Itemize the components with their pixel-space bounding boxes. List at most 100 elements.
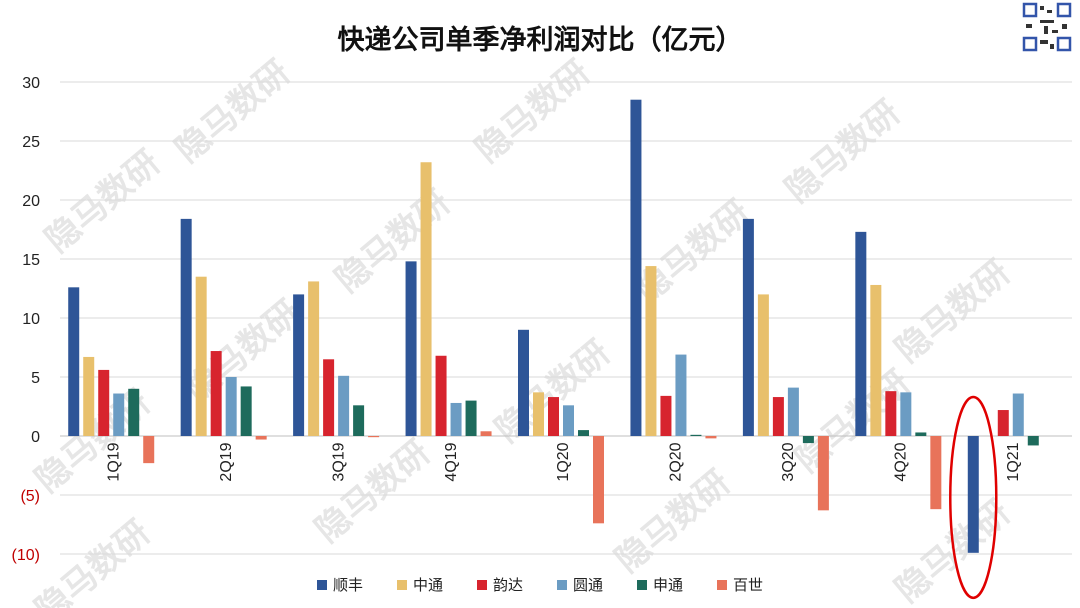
bar-4Q19-圆通 <box>450 402 462 436</box>
bar-2Q19-韵达 <box>210 351 222 436</box>
y-tick-label: (5) <box>20 488 40 505</box>
bar-4Q19-韵达 <box>435 355 447 436</box>
bar-1Q19-韵达 <box>98 369 110 436</box>
bar-1Q19-中通 <box>83 356 95 436</box>
y-tick-label: 10 <box>22 311 40 328</box>
legend-swatch <box>637 579 648 590</box>
bar-2Q19-顺丰 <box>180 218 192 436</box>
bar-2Q20-申通 <box>690 434 702 436</box>
x-tick-label: 1Q19 <box>105 442 122 481</box>
highlight-ellipse <box>949 395 998 600</box>
bar-2Q19-圆通 <box>225 377 237 436</box>
bar-4Q19-申通 <box>465 400 477 436</box>
bar-2Q19-中通 <box>195 276 207 436</box>
y-tick-label: (10) <box>12 547 40 564</box>
bar-3Q19-中通 <box>308 281 320 436</box>
legend-item: 韵达 <box>476 574 523 595</box>
bar-4Q20-申通 <box>915 432 927 436</box>
bar-2Q20-圆通 <box>675 354 687 436</box>
bar-3Q20-百世 <box>817 436 829 511</box>
bar-1Q19-顺丰 <box>68 287 80 436</box>
bar-3Q20-中通 <box>757 294 769 436</box>
y-tick-label: 25 <box>22 134 40 151</box>
watermark-text: 隐马数研 <box>468 53 598 171</box>
bar-4Q20-顺丰 <box>855 231 867 436</box>
x-tick-label: 4Q20 <box>893 442 910 481</box>
bar-2Q20-百世 <box>705 436 717 439</box>
bar-1Q21-韵达 <box>997 410 1009 436</box>
legend-swatch <box>557 579 567 590</box>
x-tick-label: 4Q19 <box>443 442 460 481</box>
bar-2Q19-百世 <box>255 436 267 440</box>
legend-label: 百世 <box>733 576 764 594</box>
bar-4Q20-韵达 <box>885 391 897 436</box>
bar-1Q21-顺丰 <box>967 436 979 553</box>
watermark-text: 隐马数研 <box>888 253 1018 371</box>
bar-4Q19-顺丰 <box>405 261 417 436</box>
legend-label: 申通 <box>653 576 684 594</box>
bar-1Q19-百世 <box>143 436 155 464</box>
chart-title: 快递公司单季净利润对比（亿元） <box>337 25 743 56</box>
bar-3Q19-韵达 <box>323 359 335 436</box>
legend-swatch <box>717 579 728 590</box>
bar-3Q19-顺丰 <box>293 294 305 436</box>
x-tick-label: 3Q19 <box>330 442 347 481</box>
legend-label: 韵达 <box>492 576 523 594</box>
bar-3Q20-韵达 <box>772 397 784 436</box>
bar-2Q20-中通 <box>645 266 657 436</box>
bar-1Q19-圆通 <box>113 393 125 436</box>
watermark-text: 隐马数研 <box>38 143 168 261</box>
watermark-text: 隐马数研 <box>308 433 438 551</box>
bar-3Q20-申通 <box>802 436 814 444</box>
watermark-text: 隐马数研 <box>778 93 908 211</box>
watermark-text: 隐马数研 <box>168 53 298 171</box>
bar-4Q20-中通 <box>870 284 882 436</box>
x-tick-label: 3Q20 <box>780 442 797 481</box>
bar-3Q19-百世 <box>368 436 380 438</box>
y-tick-label: 15 <box>22 252 40 269</box>
x-tick-label: 2Q20 <box>668 442 685 481</box>
y-tick-label: 20 <box>22 193 40 210</box>
legend-swatch <box>316 579 327 590</box>
bar-1Q19-申通 <box>128 388 140 436</box>
bar-1Q21-申通 <box>1027 436 1039 446</box>
bar-3Q19-圆通 <box>338 375 350 436</box>
bar-1Q20-百世 <box>593 436 604 524</box>
legend: 顺丰 中通 韵达 圆通 申通 百世 <box>0 574 1080 595</box>
legend-item: 顺丰 <box>316 574 363 595</box>
legend-label: 中通 <box>412 576 443 594</box>
legend-swatch <box>396 579 407 590</box>
legend-label: 圆通 <box>573 576 604 594</box>
bar-2Q20-顺丰 <box>630 99 642 436</box>
legend-swatch <box>476 579 487 590</box>
bar-3Q19-申通 <box>353 405 365 436</box>
legend-item: 百世 <box>717 574 763 595</box>
x-tick-label: 1Q21 <box>1005 442 1022 481</box>
y-tick-label: 0 <box>31 429 40 446</box>
legend-item: 中通 <box>396 574 443 595</box>
x-tick-label: 1Q20 <box>555 442 572 481</box>
x-tick-label: 2Q19 <box>218 442 235 481</box>
bar-3Q20-圆通 <box>787 387 799 436</box>
y-tick-label: 5 <box>31 370 40 387</box>
bar-4Q19-中通 <box>420 162 432 437</box>
bar-3Q20-顺丰 <box>742 218 754 436</box>
y-tick-label: 30 <box>22 75 40 92</box>
bar-1Q21-圆通 <box>1012 393 1024 436</box>
legend-item: 申通 <box>637 574 683 595</box>
bar-2Q19-申通 <box>240 386 252 436</box>
bar-1Q20-顺丰 <box>518 329 529 436</box>
bar-4Q20-百世 <box>930 436 942 510</box>
legend-label: 顺丰 <box>332 576 363 594</box>
bar-1Q20-中通 <box>533 392 544 436</box>
bar-4Q20-圆通 <box>900 392 912 436</box>
bar-2Q20-韵达 <box>660 395 672 436</box>
bar-1Q20-圆通 <box>563 405 574 436</box>
bar-4Q19-百世 <box>480 431 492 436</box>
qr-code-icon <box>1022 2 1072 52</box>
bar-1Q20-韵达 <box>548 397 559 436</box>
legend-item: 圆通 <box>557 574 603 595</box>
bar-1Q20-申通 <box>578 430 589 436</box>
